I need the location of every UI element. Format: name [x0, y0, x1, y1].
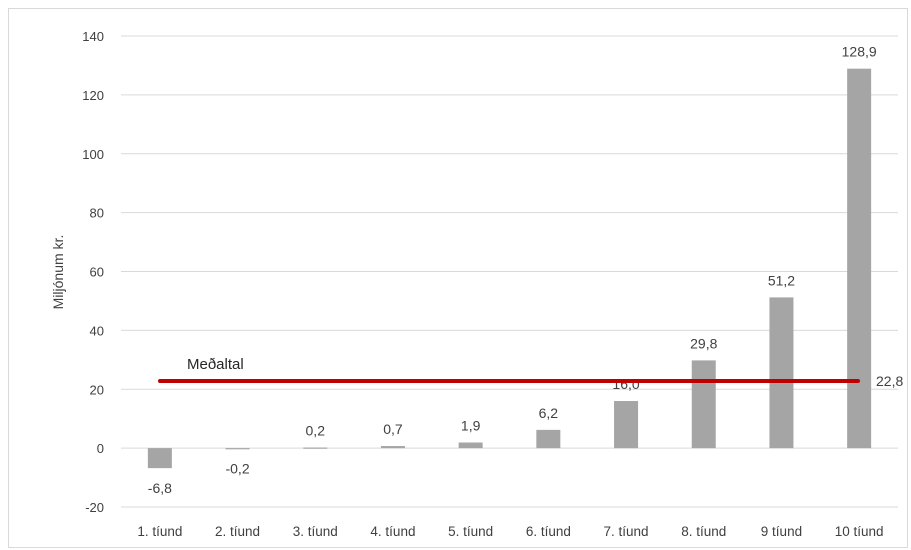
bar [303, 447, 328, 449]
data-label: 0,7 [383, 421, 403, 437]
y-tick-label: 20 [90, 382, 104, 397]
y-tick-label: -20 [85, 500, 104, 515]
x-category-label: 1. tíund [137, 524, 182, 539]
x-category-label: 6. tíund [526, 524, 571, 539]
data-label: 51,2 [768, 272, 795, 288]
data-label: 1,9 [461, 418, 481, 434]
y-tick-label: 100 [82, 147, 104, 162]
category-labels: 1. tíund 2. tíund 3. tíund 4. tíund 5. tíund… [137, 524, 883, 539]
y-tick-label: 40 [90, 323, 104, 338]
x-category-label: 4. tíund [370, 524, 415, 539]
bar [147, 448, 172, 469]
x-category-label: 10 tíund [835, 524, 884, 539]
average-value-label: 22,8 [876, 373, 903, 389]
bar [691, 360, 716, 449]
data-label: 128,9 [842, 44, 877, 60]
y-tick-label: 0 [97, 441, 104, 456]
data-label: 6,2 [539, 405, 559, 421]
bar [536, 429, 561, 449]
x-category-label: 7. tíund [604, 524, 649, 539]
x-category-label: 5. tíund [448, 524, 493, 539]
data-labels: -6,8 -0,2 0,2 0,7 1,9 6,2 16,0 29,8 51,2 128,9 [148, 44, 877, 496]
y-tick-label: 120 [82, 88, 104, 103]
y-tick-label: 80 [90, 206, 104, 221]
y-axis-label: Miljónum kr. [50, 235, 66, 310]
x-category-label: 8. tíund [681, 524, 726, 539]
bar [225, 448, 250, 450]
bar [847, 68, 872, 449]
data-label: 29,8 [690, 335, 717, 351]
y-tick-label: 60 [90, 265, 104, 280]
x-category-label: 2. tíund [215, 524, 260, 539]
x-category-label: 3. tíund [293, 524, 338, 539]
y-tick-label: 140 [82, 29, 104, 44]
bar [614, 401, 639, 449]
data-label: -6,8 [148, 480, 172, 496]
bars [147, 68, 872, 469]
data-label: 0,2 [306, 423, 326, 439]
data-label: -0,2 [225, 461, 249, 477]
average-label: Meðaltal [187, 356, 244, 373]
bar [769, 297, 794, 449]
x-category-label: 9 tíund [761, 524, 802, 539]
bar [458, 442, 483, 449]
bar [380, 446, 405, 449]
y-axis-ticks: -20 0 20 40 60 80 100 120 140 [82, 29, 104, 515]
gridlines [121, 35, 898, 508]
data-label: 16,0 [612, 376, 639, 392]
